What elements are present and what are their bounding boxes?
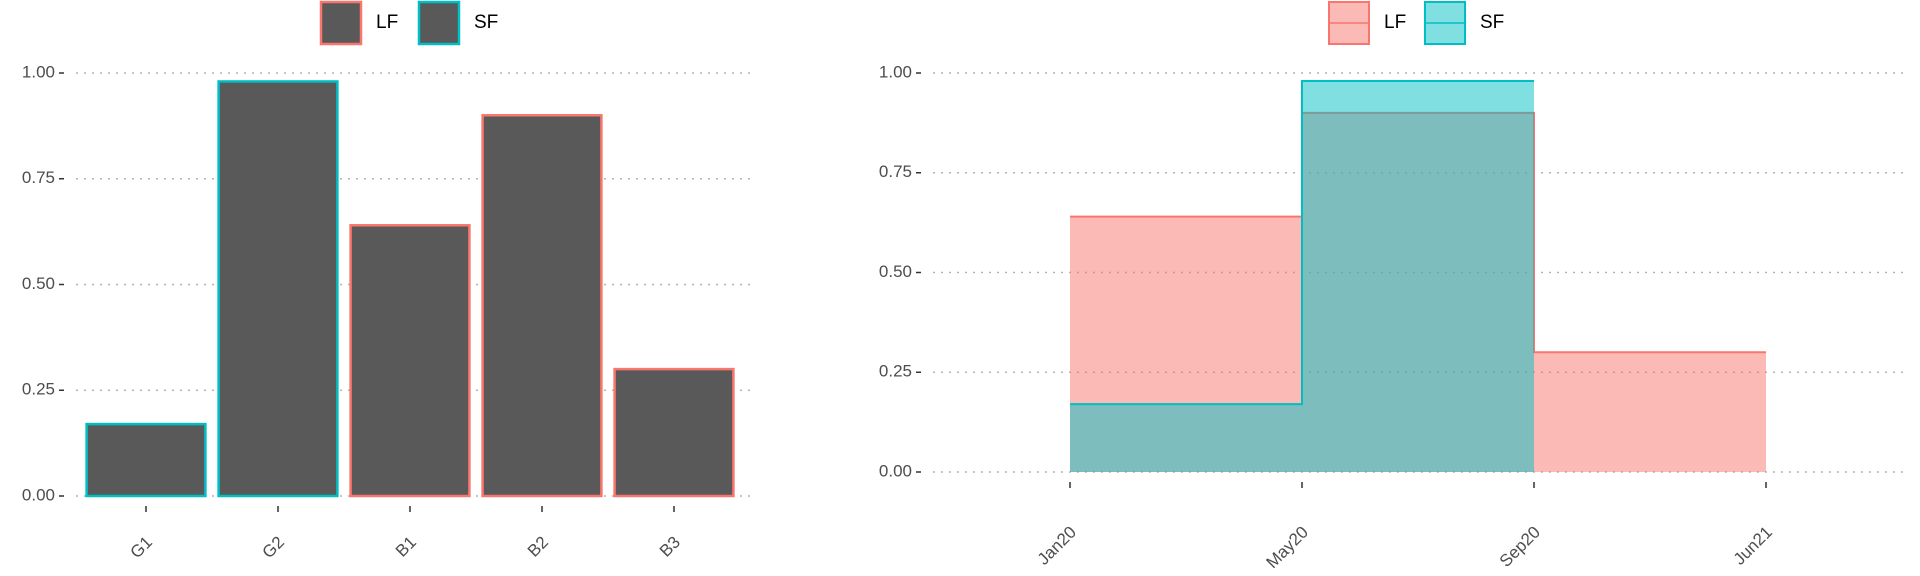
x-tick-label: Jan20	[1034, 523, 1080, 569]
y-tick-label: 1.00	[22, 62, 55, 81]
y-tick-label: 0.50	[879, 262, 912, 281]
y-tick-label: 0.00	[22, 485, 55, 504]
x-tick-label: May20	[1262, 523, 1312, 573]
y-tick-label: 0.75	[879, 162, 912, 181]
x-tick-label: G1	[127, 533, 156, 562]
bar	[217, 80, 339, 498]
legend-label: SF	[1480, 12, 1504, 33]
legend-key	[319, 0, 363, 46]
x-tick-label: B1	[392, 533, 420, 561]
bar	[349, 224, 471, 498]
y-tick-label: 0.50	[22, 274, 55, 293]
x-tick-label: Jun21	[1730, 523, 1776, 569]
bar	[85, 422, 207, 498]
legend-label: LF	[1384, 12, 1406, 33]
y-tick-label: 0.00	[879, 461, 912, 480]
legend-key	[417, 0, 461, 46]
legend-label: SF	[474, 12, 498, 33]
bar	[481, 114, 603, 498]
x-tick-label: B3	[656, 533, 684, 561]
x-tick-label: Sep20	[1496, 523, 1544, 571]
bar	[613, 367, 735, 498]
step-line	[1070, 79, 1534, 406]
y-tick-label: 0.25	[22, 380, 55, 399]
y-tick-label: 1.00	[879, 62, 912, 81]
x-tick-label: B2	[524, 533, 552, 561]
legend-label: LF	[376, 12, 398, 33]
x-tick-label: G2	[259, 533, 288, 562]
y-tick-label: 0.25	[879, 362, 912, 381]
y-tick-label: 0.75	[22, 168, 55, 187]
